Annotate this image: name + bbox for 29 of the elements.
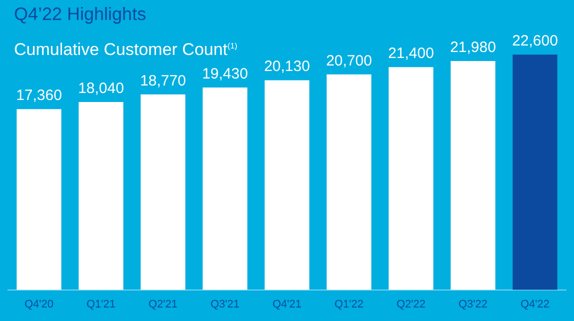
x-tick-label: Q3'21 [210, 298, 240, 310]
bar [140, 94, 186, 290]
data-label: 22,600 [512, 32, 558, 50]
data-label: 19,430 [202, 66, 248, 83]
bar [388, 67, 434, 290]
bar [450, 61, 496, 290]
bar [512, 54, 558, 290]
chart-title: Q4’22 Highlights [14, 4, 146, 25]
data-label: 18,040 [78, 80, 124, 97]
data-label: 20,700 [326, 52, 372, 70]
x-tick-label: Q4'22 [520, 298, 550, 310]
x-tick-label: Q2'21 [148, 298, 178, 310]
x-tick-label: Q4'21 [272, 298, 302, 310]
x-tick-label: Q3'22 [458, 298, 488, 310]
data-label: 18,770 [140, 72, 186, 90]
x-tick-label: Q1'22 [334, 298, 364, 310]
bar [16, 109, 62, 290]
bar [326, 74, 372, 290]
data-label: 21,980 [450, 39, 496, 56]
data-label: 21,400 [388, 45, 434, 62]
bar [264, 80, 310, 290]
data-label: 20,130 [264, 58, 310, 76]
bar [78, 102, 124, 290]
chart-subtitle: Cumulative Customer Count$^{(1)}$ [14, 40, 238, 60]
bar [202, 88, 248, 290]
data-label: 17,360 [16, 87, 62, 104]
x-tick-label: Q4'20 [24, 298, 54, 310]
x-tick-label: Q1'21 [86, 298, 116, 310]
x-tick-label: Q2'22 [396, 298, 426, 310]
